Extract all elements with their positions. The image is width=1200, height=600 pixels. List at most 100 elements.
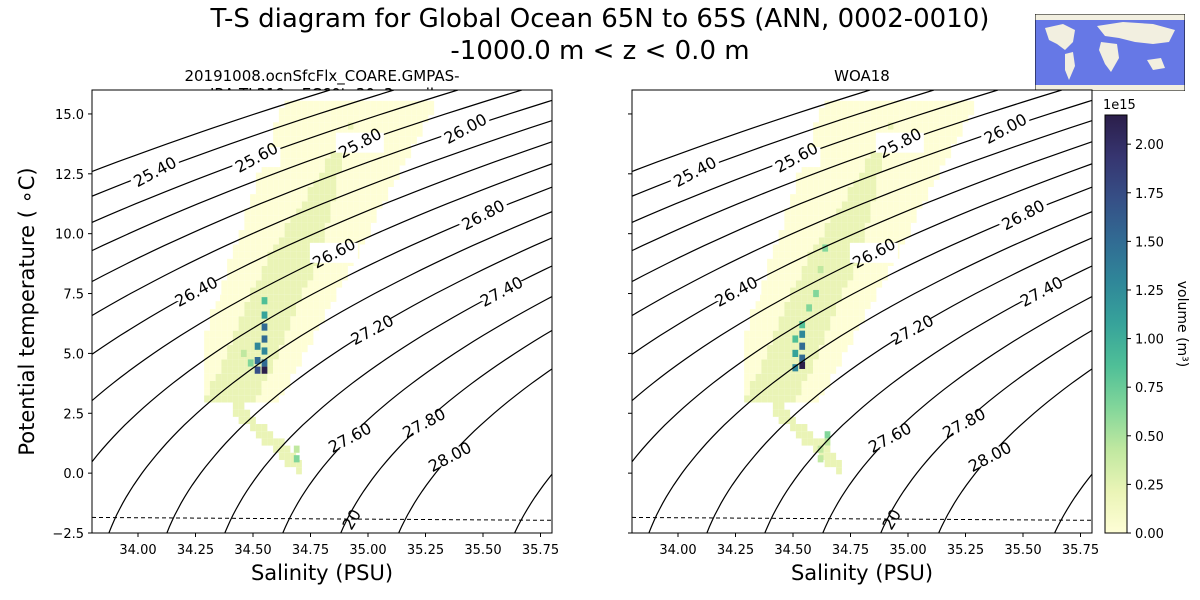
volume-cell [278, 208, 285, 216]
volume-cell [227, 309, 233, 317]
volume-cell [928, 165, 934, 173]
volume-cell [284, 122, 291, 130]
volume-cell [784, 416, 791, 425]
region-map-inset [1035, 14, 1185, 91]
volume-cell [209, 388, 216, 396]
volume-cell [221, 359, 228, 367]
volume-cell [215, 395, 222, 403]
volume-cell [250, 352, 256, 360]
volume-cell [209, 309, 216, 317]
volume-cell [244, 323, 251, 331]
volume-cell [836, 273, 842, 281]
volume-cell [284, 459, 291, 468]
volume-cell [830, 323, 837, 331]
y-tick-label: 12.5 [55, 168, 84, 183]
volume-cell [807, 172, 814, 180]
volume-cell [864, 237, 871, 245]
volume-cell [778, 366, 785, 374]
volume-cell [336, 151, 343, 159]
volume-cell [319, 100, 325, 108]
volume-cell [847, 115, 854, 123]
volume-cell [761, 287, 768, 295]
volume-cell [870, 294, 877, 302]
volume-cell [301, 323, 308, 331]
volume-cell [336, 172, 343, 180]
volume-cell [284, 237, 291, 245]
y-tick-label: 7.5 [63, 288, 84, 303]
volume-cell [290, 251, 297, 259]
volume-cell [273, 359, 279, 367]
volume-cell [910, 165, 917, 173]
volume-cell [416, 107, 423, 116]
volume-cell [836, 201, 842, 209]
volume-cell [204, 345, 210, 353]
volume-cell [209, 337, 216, 346]
volume-cell [296, 151, 302, 159]
volume-cell [284, 373, 291, 381]
volume-cell [215, 373, 222, 381]
volume-cell [824, 100, 831, 108]
volume-cell [284, 222, 291, 231]
volume-cell [255, 258, 262, 267]
volume-cell [951, 136, 957, 144]
volume-cell [284, 287, 291, 295]
volume-cell [755, 323, 762, 331]
volume-cell [859, 115, 865, 123]
volume-cell [359, 158, 366, 166]
volume-cell [307, 115, 314, 123]
volume-cell [939, 129, 946, 137]
volume-cell [893, 194, 900, 202]
volume-cell [818, 237, 825, 245]
volume-cell [853, 309, 860, 317]
volume-cell [876, 273, 883, 281]
volume-cell [307, 201, 314, 209]
volume-cell [801, 301, 808, 310]
volume-cell [818, 115, 825, 123]
volume-cell [278, 201, 285, 209]
volume-cell [847, 194, 854, 202]
y-tick-label: 2.5 [63, 407, 84, 422]
volume-cell [859, 107, 865, 116]
volume-cell [284, 230, 291, 238]
volume-cell [813, 258, 819, 267]
volume-cell [818, 251, 825, 259]
volume-cell [278, 165, 285, 173]
density-contour-line [92, 141, 552, 356]
volume-cell [301, 316, 308, 324]
volume-cell [244, 416, 251, 425]
density-label-bg [772, 147, 821, 168]
x-tick-label: 35.75 [522, 543, 559, 558]
volume-cell [324, 230, 331, 238]
volume-cell [876, 115, 883, 123]
volume-cell [772, 244, 779, 252]
volume-cell [830, 107, 837, 116]
volume-cell [836, 345, 842, 353]
volume-cell [784, 215, 791, 223]
volume-cell [813, 251, 819, 259]
volume-cell [807, 186, 814, 195]
volume-cell [818, 215, 825, 223]
volume-cell [778, 359, 785, 367]
volume-cell [939, 158, 946, 166]
volume-cell [422, 107, 429, 116]
volume-cell [813, 122, 819, 130]
volume-cell [864, 107, 871, 116]
volume-cell [841, 316, 848, 324]
volume-cell [261, 230, 268, 238]
volume-cell [847, 330, 854, 338]
volume-cell [330, 115, 337, 123]
volume-cell [830, 316, 837, 324]
volume-cell [250, 287, 256, 295]
volume-cell [847, 208, 854, 216]
volume-cell [347, 194, 354, 202]
volume-cell [342, 186, 348, 195]
volume-cell [916, 100, 923, 108]
volume-cell [859, 136, 865, 144]
volume-cell [859, 143, 865, 152]
volume-cell [365, 222, 371, 231]
volume-cell [830, 215, 837, 223]
volume-cell [899, 194, 906, 202]
volume-cell [296, 122, 302, 130]
volume-cell [824, 459, 831, 468]
volume-cell [882, 186, 888, 195]
